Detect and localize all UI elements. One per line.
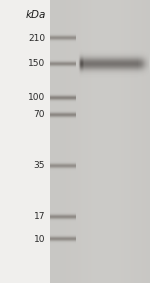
Bar bbox=[50, 0, 150, 283]
Text: kDa: kDa bbox=[26, 10, 46, 20]
Text: 100: 100 bbox=[28, 93, 45, 102]
Text: 70: 70 bbox=[33, 110, 45, 119]
Text: 150: 150 bbox=[28, 59, 45, 68]
Text: 17: 17 bbox=[33, 212, 45, 221]
Text: 10: 10 bbox=[33, 235, 45, 244]
Text: 210: 210 bbox=[28, 34, 45, 43]
Text: 35: 35 bbox=[33, 161, 45, 170]
